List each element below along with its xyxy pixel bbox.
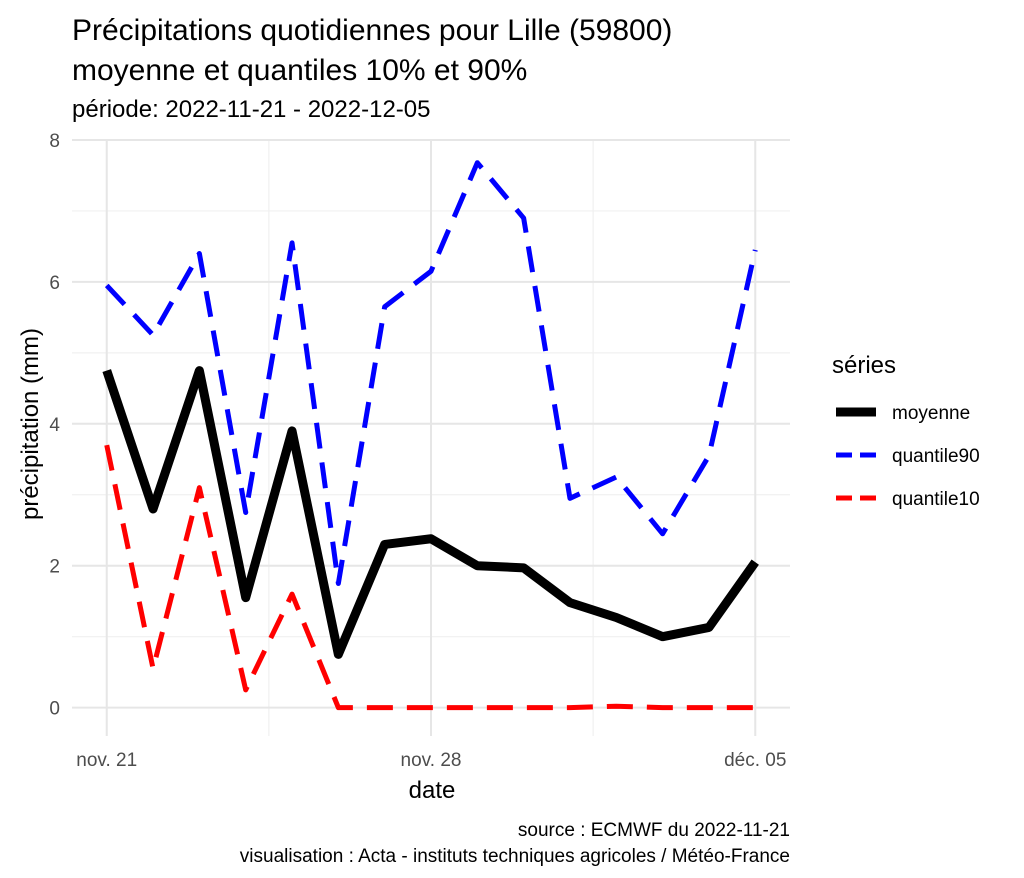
series-line-moyenne	[102, 366, 759, 659]
caption-source: source : ECMWF du 2022-11-21	[518, 820, 790, 841]
legend: séries moyenne quantile90 quantile10	[832, 352, 980, 510]
chart-title-line2: moyenne et quantiles 10% et 90%	[72, 54, 527, 87]
series-line-quantile10	[104, 444, 756, 711]
legend-label-quantile10: quantile10	[892, 489, 980, 510]
series-layer	[102, 160, 759, 711]
y-tick-label: 2	[49, 557, 60, 578]
y-tick-label: 0	[49, 699, 60, 720]
caption-visualisation: visualisation : Acta - instituts techniq…	[240, 846, 790, 867]
axis-tick-labels: 0 2 4 6 8 nov. 21 nov. 28 déc. 05	[49, 131, 786, 771]
legend-title: séries	[832, 352, 896, 379]
y-tick-label: 8	[49, 131, 60, 152]
x-tick-label: déc. 05	[724, 750, 786, 771]
x-axis-title: date	[409, 777, 456, 804]
chart-subtitle: période: 2022-11-21 - 2022-12-05	[72, 96, 430, 123]
y-axis-title: précipitation (mm)	[17, 328, 44, 520]
x-tick-label: nov. 21	[76, 750, 137, 771]
y-tick-label: 6	[49, 273, 60, 294]
legend-label-moyenne: moyenne	[892, 403, 970, 424]
y-tick-label: 4	[49, 415, 60, 436]
x-tick-label: nov. 28	[401, 750, 462, 771]
series-line-quantile90	[104, 160, 758, 586]
chart-title-line1: Précipitations quotidiennes pour Lille (…	[72, 14, 672, 47]
legend-label-quantile90: quantile90	[892, 446, 980, 467]
grid	[72, 139, 790, 736]
